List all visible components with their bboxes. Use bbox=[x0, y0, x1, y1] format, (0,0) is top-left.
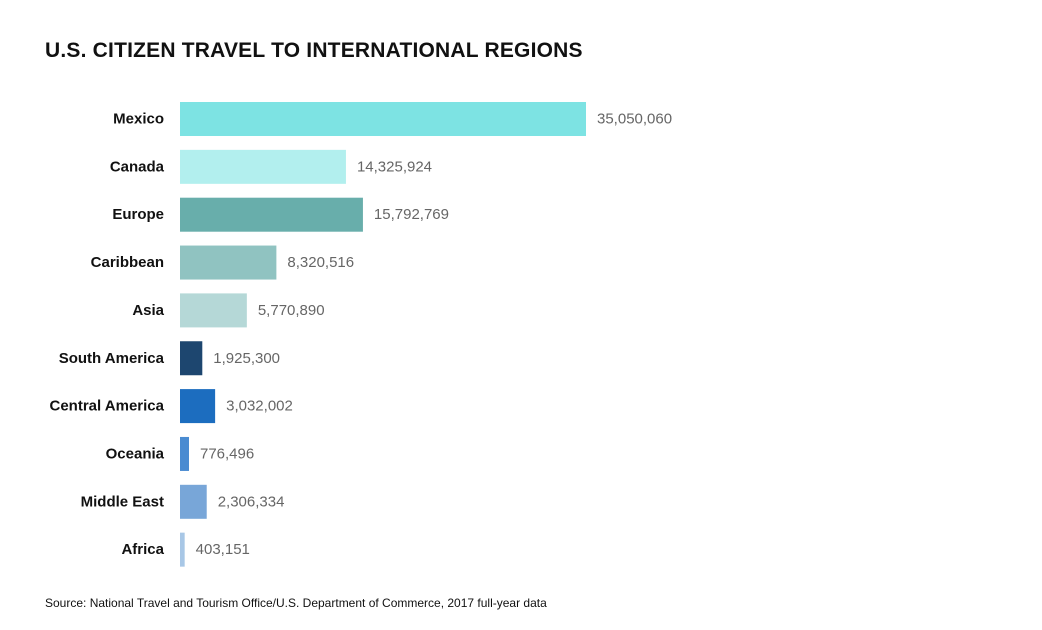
category-label-canada: Canada bbox=[110, 158, 165, 175]
value-label-europe: 15,792,769 bbox=[374, 206, 449, 223]
category-label-asia: Asia bbox=[132, 302, 164, 319]
value-label-south-america: 1,925,300 bbox=[213, 350, 280, 367]
value-label-oceania: 776,496 bbox=[200, 445, 254, 462]
value-label-canada: 14,325,924 bbox=[357, 158, 432, 175]
bar-africa bbox=[180, 532, 185, 567]
chart-title: U.S. CITIZEN TRAVEL TO INTERNATIONAL REG… bbox=[45, 39, 583, 62]
value-label-asia: 5,770,890 bbox=[258, 302, 325, 319]
category-label-mexico: Mexico bbox=[113, 111, 164, 128]
bar-middle-east bbox=[180, 484, 207, 519]
bar-central-america bbox=[180, 389, 216, 424]
value-label-middle-east: 2,306,334 bbox=[218, 493, 285, 510]
value-label-central-america: 3,032,002 bbox=[226, 398, 293, 415]
category-label-oceania: Oceania bbox=[106, 445, 165, 462]
category-label-europe: Europe bbox=[112, 206, 164, 223]
category-label-caribbean: Caribbean bbox=[91, 254, 164, 271]
bar-europe bbox=[180, 197, 363, 232]
source-note: Source: National Travel and Tourism Offi… bbox=[45, 596, 547, 610]
value-label-caribbean: 8,320,516 bbox=[287, 254, 354, 271]
bar-oceania bbox=[180, 436, 189, 471]
value-label-mexico: 35,050,060 bbox=[597, 111, 672, 128]
category-label-south-america: South America bbox=[59, 350, 165, 367]
category-label-africa: Africa bbox=[121, 541, 164, 558]
bar-mexico bbox=[180, 102, 586, 136]
value-label-africa: 403,151 bbox=[196, 541, 250, 558]
bar-caribbean bbox=[180, 245, 277, 280]
category-label-central-america: Central America bbox=[50, 398, 165, 415]
bar-asia bbox=[180, 293, 247, 328]
bar-south-america bbox=[180, 341, 203, 376]
category-label-middle-east: Middle East bbox=[81, 493, 164, 510]
bar-canada bbox=[180, 149, 346, 184]
